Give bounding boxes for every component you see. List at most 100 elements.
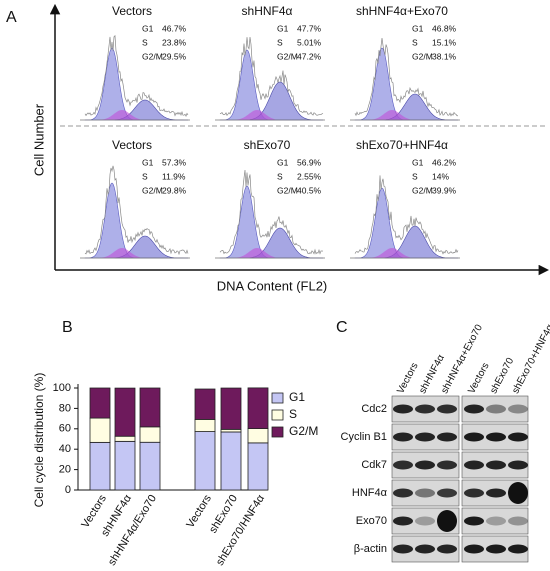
s-phase	[235, 110, 275, 120]
band	[415, 432, 435, 442]
band	[464, 488, 484, 498]
band	[464, 544, 484, 554]
s-phase	[370, 248, 410, 258]
row-label: HNF4α	[352, 487, 388, 499]
band	[393, 432, 413, 442]
stat-label: S	[412, 171, 418, 181]
y-tick-label: 0	[65, 484, 71, 496]
bar-segment	[139, 441, 161, 491]
blot-strip	[461, 395, 529, 423]
band	[415, 404, 435, 414]
band	[508, 460, 528, 470]
band	[508, 544, 528, 554]
band	[486, 488, 506, 498]
legend-swatch	[271, 409, 284, 421]
y-tick-label: 40	[59, 443, 71, 455]
histogram-title: shExo70	[244, 138, 291, 152]
bar-segment	[114, 435, 136, 442]
bar-segment	[114, 387, 136, 437]
band	[393, 544, 413, 554]
axis-label: Cell Number	[31, 103, 46, 176]
y-tick-label: 20	[59, 464, 71, 476]
histogram-title: shHNF4α	[242, 4, 293, 18]
stat-label: G1	[412, 23, 424, 33]
stat-label: S	[277, 37, 283, 47]
band	[486, 544, 506, 554]
band	[464, 432, 484, 442]
stat-label: G1	[277, 23, 289, 33]
band	[437, 460, 457, 470]
bar-segment	[220, 431, 242, 491]
stat-label: G2/M	[142, 185, 163, 195]
row-label: Cyclin B1	[341, 431, 387, 443]
bar-segment	[220, 387, 242, 430]
s-phase	[370, 110, 410, 120]
stat-value: 2.55%	[297, 171, 322, 181]
histogram-title: shHNF4α+Exo70	[356, 4, 448, 18]
legend-label: G2/M	[289, 424, 318, 438]
band	[464, 460, 484, 470]
stat-value: 46.8%	[432, 23, 457, 33]
bar-segment	[194, 388, 216, 420]
s-phase	[100, 110, 140, 120]
band	[508, 432, 528, 442]
band	[464, 404, 484, 414]
stat-value: 47.7%	[297, 23, 322, 33]
row-label: Cdk7	[361, 459, 387, 471]
panel-label: C	[336, 319, 348, 336]
bar-segment	[194, 419, 216, 432]
lane-label: shExo70+HNF4α	[510, 323, 550, 396]
stat-value: 11.9%	[162, 171, 186, 181]
stat-value: 46.2%	[432, 157, 457, 167]
axis-label: DNA Content (FL2)	[217, 278, 328, 293]
band	[393, 516, 413, 526]
bar-segment	[247, 442, 269, 491]
stat-value: 46.7%	[162, 23, 187, 33]
s-phase	[235, 248, 275, 258]
band	[508, 404, 528, 414]
s-phase	[100, 248, 140, 258]
bar-segment	[139, 387, 161, 428]
stat-label: S	[412, 37, 418, 47]
stat-value: 29.5%	[162, 51, 187, 61]
band	[393, 404, 413, 414]
stat-value: 29.8%	[162, 185, 187, 195]
histogram-line	[354, 37, 459, 117]
bar-segment	[247, 387, 269, 429]
stat-label: G1	[412, 157, 424, 167]
legend-label: G1	[289, 390, 305, 404]
stat-label: G2/M	[412, 51, 433, 61]
bar-segment	[89, 387, 111, 419]
legend-swatch	[271, 392, 284, 404]
stat-value: 40.5%	[297, 185, 322, 195]
histogram-line	[219, 170, 324, 255]
stat-label: S	[277, 171, 283, 181]
stat-value: 57.3%	[162, 157, 187, 167]
bar-segment	[89, 441, 111, 491]
stat-label: S	[142, 37, 148, 47]
histogram-title: shExo70+HNF4α	[356, 138, 448, 152]
stat-label: S	[142, 171, 148, 181]
stat-label: G2/M	[142, 51, 163, 61]
stat-value: 39.9%	[432, 185, 457, 195]
legend-swatch	[271, 426, 284, 438]
legend-label: S	[289, 407, 297, 421]
band	[508, 516, 528, 526]
histogram-line	[354, 175, 459, 255]
panel-label: A	[6, 9, 17, 26]
stat-value: 56.9%	[297, 157, 322, 167]
stat-value: 5.01%	[297, 37, 322, 47]
bar-segment	[194, 431, 216, 491]
stat-value: 38.1%	[432, 51, 457, 61]
band	[437, 432, 457, 442]
band	[415, 488, 435, 498]
histogram-line	[84, 34, 189, 117]
band	[437, 544, 457, 554]
histogram-line	[84, 165, 189, 256]
stat-label: G1	[142, 157, 154, 167]
band	[486, 432, 506, 442]
histogram-line	[219, 37, 324, 116]
band	[486, 516, 506, 526]
stat-label: G2/M	[277, 51, 298, 61]
band	[415, 516, 435, 526]
